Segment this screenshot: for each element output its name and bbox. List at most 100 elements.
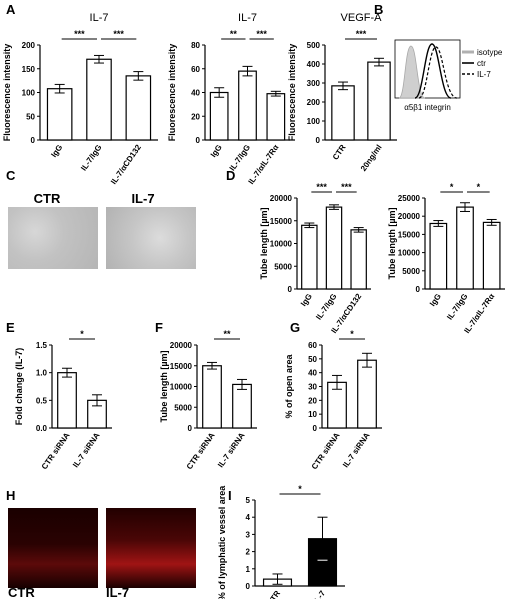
bar [301, 224, 318, 290]
y-tick-label: 0.0 [36, 424, 48, 433]
y-tick-label: 0 [316, 136, 321, 145]
x-category-label: IL-7/IgG [79, 143, 103, 173]
significance-stars: * [450, 182, 454, 192]
panel-letter: C [6, 168, 16, 183]
y-tick-label: 1 [246, 565, 251, 574]
y-tick-label: 15000 [398, 230, 421, 239]
x-category-label: IL-7 siRNA [71, 431, 102, 469]
x-category-label: IL-7/αIL-7Rα [247, 143, 281, 186]
panel-letter: D [226, 168, 235, 183]
y-axis-label: % of lymphatic vessel area [217, 485, 227, 599]
bar [456, 206, 474, 290]
y-tick-label: 30 [308, 383, 317, 392]
panel-letter: B [374, 2, 383, 17]
x-category-label: CTR [331, 143, 348, 162]
x-category-label: CTR siRNA [40, 431, 72, 471]
bar [350, 229, 367, 290]
bar [46, 88, 73, 141]
micrograph-ctr [8, 207, 98, 269]
x-category-label: IgG [428, 292, 443, 308]
y-tick-label: 50 [308, 355, 317, 364]
y-tick-label: 5000 [174, 403, 192, 412]
micrograph-il7 [106, 207, 196, 269]
legend-label: IL-7 [477, 70, 491, 79]
y-tick-label: 50 [26, 112, 35, 121]
x-category-label: 20ng/ml [359, 143, 384, 173]
x-category-label: IL-7/IgG [445, 292, 469, 322]
x-category-label: IgG [49, 143, 64, 159]
y-tick-label: 20000 [170, 341, 193, 350]
bar [232, 383, 252, 429]
y-axis-label: Tube length [µm] [159, 350, 169, 422]
y-axis-label: Tube length [µm] [259, 207, 269, 279]
y-tick-label: 25000 [398, 194, 421, 203]
y-tick-label: 5000 [274, 262, 292, 271]
panel-letter: G [290, 320, 300, 335]
y-tick-label: 5000 [402, 267, 420, 276]
bar [57, 372, 77, 429]
y-tick-label: 0 [31, 136, 36, 145]
y-tick-label: 0 [313, 424, 318, 433]
y-axis-label: Tube length [µm] [387, 207, 397, 279]
y-tick-label: 10000 [270, 240, 293, 249]
image-label-ctr: CTR [8, 585, 35, 599]
significance-stars: *** [356, 29, 367, 39]
significance-stars: * [80, 329, 84, 339]
panel-letter: F [155, 320, 163, 335]
y-tick-label: 20 [308, 396, 317, 405]
significance-stars: *** [256, 29, 267, 39]
significance-stars: *** [316, 182, 327, 192]
x-category-label: IgG [209, 143, 224, 159]
bar [125, 75, 152, 141]
bar [482, 221, 501, 290]
y-tick-label: 200 [22, 41, 36, 50]
y-tick-label: 20000 [270, 194, 293, 203]
bar [429, 222, 448, 290]
y-tick-label: 0 [416, 285, 421, 294]
x-category-label: CTR siRNA [185, 431, 217, 471]
y-tick-label: 20000 [398, 212, 421, 221]
x-category-label: IL-7 siRNA [341, 431, 372, 469]
bar [325, 206, 343, 290]
y-axis-label: % of open area [284, 353, 294, 418]
y-tick-label: 60 [308, 341, 317, 350]
significance-stars: * [477, 182, 481, 192]
y-tick-label: 60 [191, 65, 200, 74]
legend-label: isotype [477, 48, 503, 57]
y-tick-label: 5 [246, 496, 251, 505]
y-tick-label: 1.0 [36, 369, 48, 378]
histogram-il7-line [418, 46, 458, 99]
x-category-label: IL-7/αCD132 [109, 143, 143, 187]
y-tick-label: 150 [22, 65, 36, 74]
panel-letter: H [6, 488, 15, 503]
significance-stars: *** [74, 29, 85, 39]
bar [331, 85, 355, 141]
x-category-label: CTR [265, 589, 282, 599]
y-tick-label: 100 [307, 117, 321, 126]
y-tick-label: 80 [191, 41, 200, 50]
y-tick-label: 0 [246, 582, 251, 591]
significance-stars: *** [113, 29, 124, 39]
lymphatic-image-il7 [106, 508, 196, 588]
y-tick-label: 10 [308, 410, 317, 419]
y-axis-label: Fluorescence intensity [2, 44, 12, 142]
x-category-label: IL-7 siRNA [216, 431, 247, 469]
bar [209, 91, 229, 141]
x-axis-label: α5β1 integrin [404, 103, 451, 112]
y-axis-label: Fold change (IL-7) [14, 348, 24, 426]
significance-stars: *** [341, 182, 352, 192]
y-tick-label: 4 [246, 513, 251, 522]
y-tick-label: 0.5 [36, 396, 48, 405]
y-tick-label: 500 [307, 41, 321, 50]
legend-label: ctr [477, 59, 486, 68]
chart-title: IL-7 [238, 12, 257, 24]
x-category-label: IL-7/IgG [314, 292, 338, 322]
significance-stars: * [298, 484, 302, 494]
x-category-label: IgG [299, 292, 314, 308]
significance-stars: ** [230, 29, 238, 39]
y-tick-label: 10000 [398, 249, 421, 258]
y-tick-label: 40 [191, 89, 200, 98]
y-tick-label: 15000 [270, 217, 293, 226]
y-tick-label: 1.5 [36, 341, 48, 350]
